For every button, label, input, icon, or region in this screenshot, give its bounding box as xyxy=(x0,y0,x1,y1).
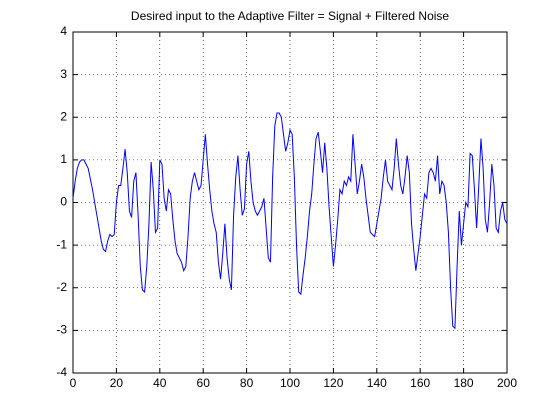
chart-title: Desired input to the Adaptive Filter = S… xyxy=(131,9,449,23)
y-tick-label: -2 xyxy=(56,280,67,294)
x-tick-label: 120 xyxy=(323,376,343,390)
x-tick-label: 0 xyxy=(70,376,77,390)
x-tick-label: 40 xyxy=(153,376,167,390)
x-tick-label: 180 xyxy=(454,376,474,390)
x-tick-label: 140 xyxy=(367,376,387,390)
x-tick-label: 60 xyxy=(197,376,211,390)
data-line xyxy=(72,112,508,330)
y-tick-label: 3 xyxy=(60,67,67,81)
y-tick-label: -3 xyxy=(56,323,67,337)
y-tick-label: 0 xyxy=(60,195,67,209)
y-tick-label: 1 xyxy=(60,152,67,166)
x-tick-label: 80 xyxy=(240,376,254,390)
y-tick-label: -4 xyxy=(56,365,67,379)
x-tick-label: 20 xyxy=(110,376,124,390)
x-tick-label: 100 xyxy=(280,376,300,390)
y-tick-label: 2 xyxy=(60,109,67,123)
y-tick-label: 4 xyxy=(60,24,67,38)
y-tick-label: -1 xyxy=(56,237,67,251)
axes-box xyxy=(72,31,508,374)
x-tick-label: 160 xyxy=(410,376,430,390)
x-tick-label: 200 xyxy=(497,376,517,390)
